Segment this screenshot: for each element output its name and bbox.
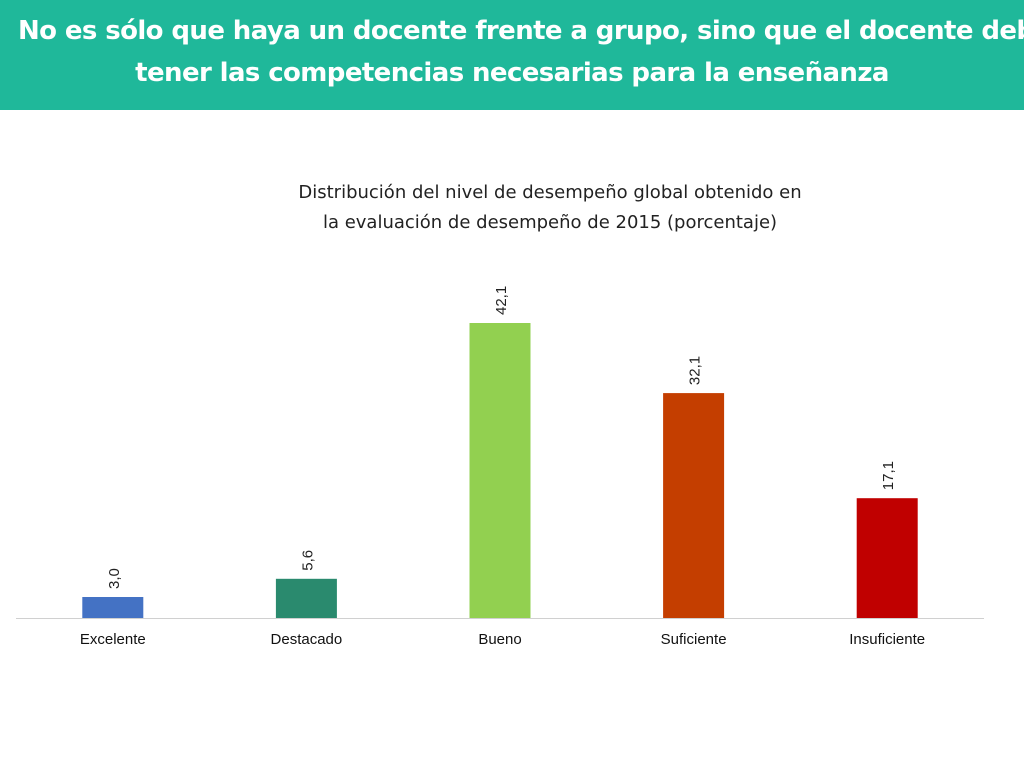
bar-excelente — [82, 597, 144, 618]
data-label-excelente: 3,0 — [106, 568, 123, 589]
bar-bueno — [469, 323, 531, 618]
tick-label-insuficiente: Insuficiente — [849, 631, 925, 648]
tick-label-destacado: Destacado — [271, 631, 343, 648]
bar-suficiente — [663, 393, 725, 618]
header-title-line-1: No es sólo que haya un docente frente a … — [18, 16, 1024, 46]
header-title-line-2: tener las competencias necesarias para l… — [135, 58, 889, 88]
tick-label-suficiente: Suficiente — [661, 631, 727, 648]
chart-title: Distribución del nivel de desempeño glob… — [250, 178, 850, 238]
bar-destacado — [275, 578, 337, 618]
header-banner: No es sólo que haya un docente frente a … — [0, 0, 1024, 110]
data-label-destacado: 5,6 — [299, 550, 316, 571]
data-label-suficiente: 32,1 — [687, 356, 704, 385]
data-label-bueno: 42,1 — [493, 286, 510, 315]
chart-title-line-1: Distribución del nivel de desempeño glob… — [298, 182, 802, 203]
tick-label-bueno: Bueno — [478, 631, 521, 648]
chart-title-line-2: la evaluación de desempeño de 2015 (porc… — [322, 212, 778, 233]
data-label-insuficiente: 17,1 — [880, 461, 897, 490]
bar-insuficiente — [856, 498, 918, 618]
tick-label-excelente: Excelente — [80, 631, 146, 648]
